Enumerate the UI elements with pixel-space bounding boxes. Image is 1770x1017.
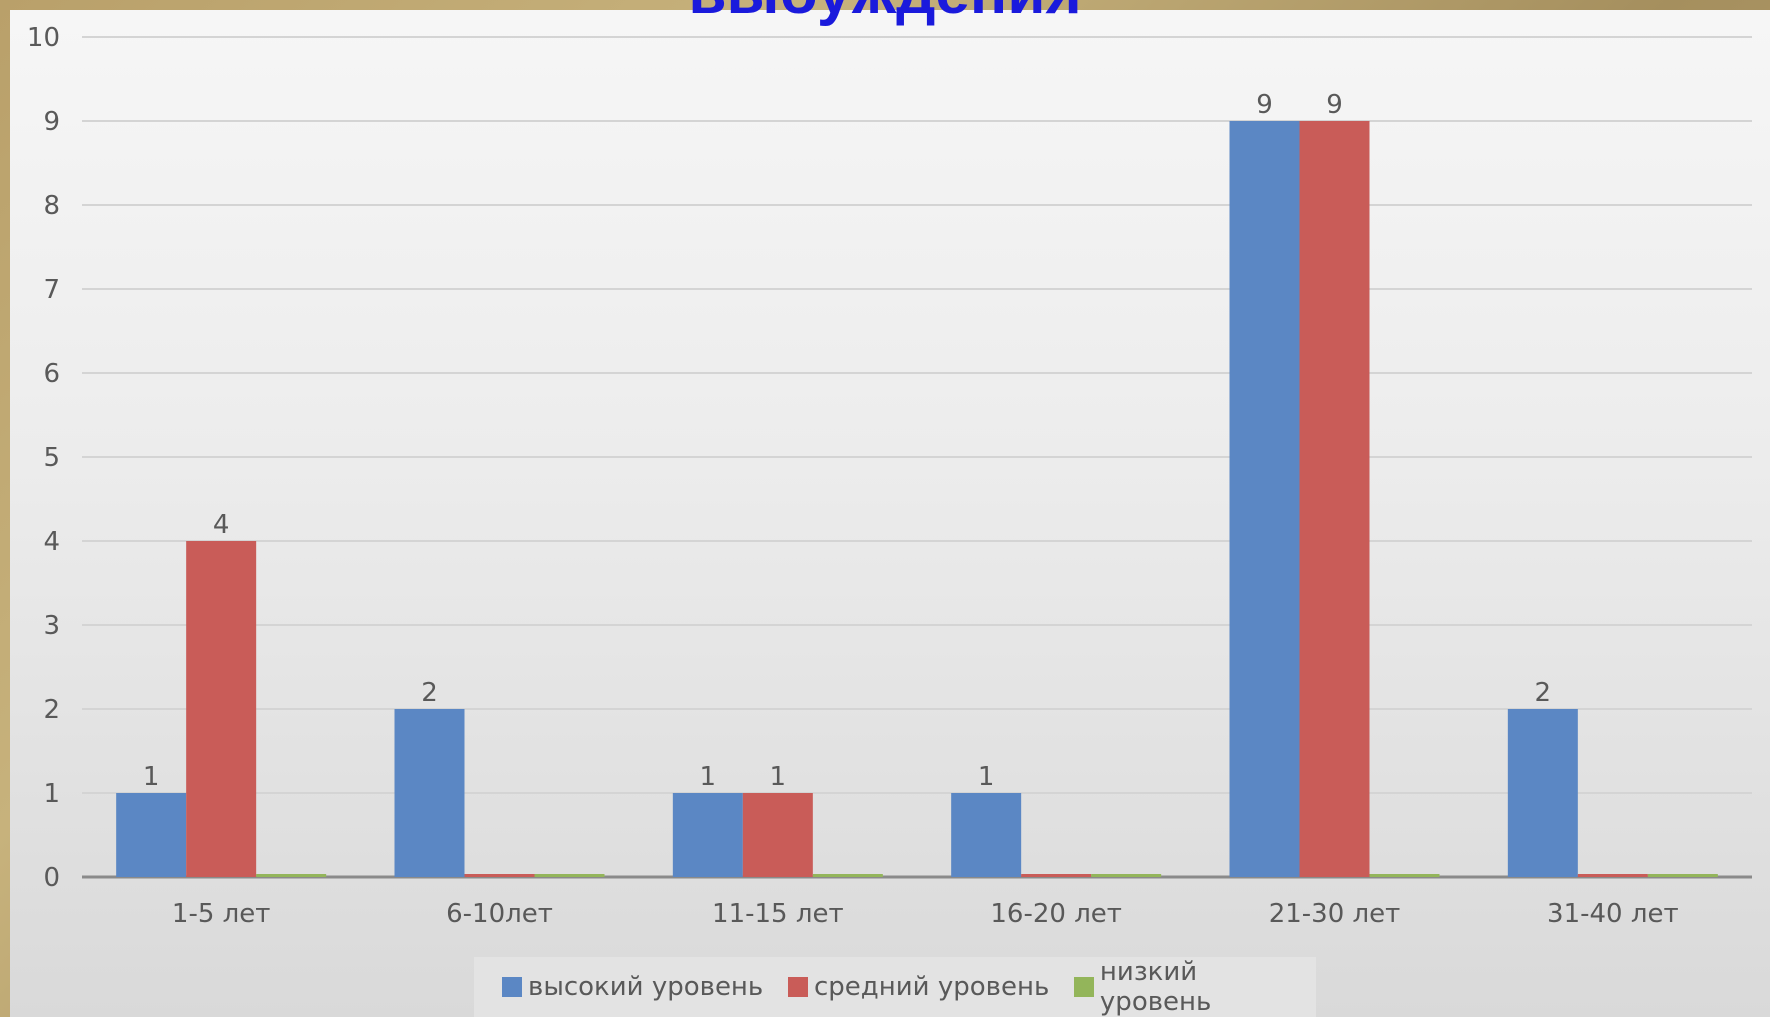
y-tick-label: 6 (43, 359, 60, 389)
x-axis-ticks: 1-5 лет 6-10лет 11-15 лет 16-20 лет 21-30 ле… (172, 899, 1679, 929)
bar-high[interactable] (116, 793, 187, 877)
y-tick-label: 2 (43, 695, 60, 725)
bar-medium[interactable] (742, 793, 813, 877)
legend-swatch-high (502, 977, 522, 997)
y-tick-label: 3 (43, 611, 60, 641)
bar-medium[interactable] (1577, 874, 1648, 877)
legend-label-low: низкий уровень (1099, 957, 1212, 1017)
legend-label-high: высокий уровень (528, 972, 764, 1002)
data-label: 2 (421, 678, 438, 708)
y-tick-label: 5 (43, 443, 60, 473)
y-tick-label: 4 (43, 527, 60, 557)
bar-high[interactable] (951, 793, 1022, 877)
bar-medium[interactable] (464, 874, 535, 877)
x-tick-label: 31-40 лет (1547, 899, 1679, 929)
legend-item-high[interactable]: высокий уровень (502, 957, 763, 1017)
bar-low[interactable] (812, 874, 883, 877)
y-tick-label: 8 (43, 191, 60, 221)
bar-low[interactable] (1091, 874, 1162, 877)
bar-low[interactable] (1369, 874, 1440, 877)
legend-swatch-medium (788, 977, 808, 997)
bars (116, 121, 1718, 877)
data-label: 2 (1535, 678, 1552, 708)
y-tick-label: 1 (43, 779, 60, 809)
data-label: 9 (1326, 90, 1343, 120)
data-label: 1 (978, 762, 995, 792)
data-label: 1 (770, 762, 787, 792)
data-label: 4 (213, 510, 230, 540)
bar-medium[interactable] (186, 541, 257, 877)
legend-label-medium: средний уровень (814, 972, 1050, 1002)
data-label: 9 (1256, 90, 1273, 120)
page-title: выбуждения (0, 0, 1770, 24)
x-tick-label: 16-20 лет (990, 899, 1122, 929)
x-tick-label: 1-5 лет (172, 899, 271, 929)
data-label: 1 (700, 762, 717, 792)
bar-high[interactable] (672, 793, 743, 877)
legend-swatch-low (1074, 977, 1094, 997)
legend-item-low[interactable]: низкий уровень (1074, 957, 1316, 1017)
x-tick-label: 11-15 лет (712, 899, 844, 929)
y-axis-ticks: 0 1 2 3 4 5 6 7 8 9 10 (27, 23, 60, 893)
chart-panel (10, 10, 1770, 1017)
bar-high[interactable] (1229, 121, 1300, 877)
grid-lines (82, 36, 1752, 879)
bar-low[interactable] (256, 874, 327, 877)
data-label: 1 (143, 762, 160, 792)
data-labels: 1 4 2 1 1 1 9 9 2 (143, 90, 1551, 792)
legend: высокий уровень средний уровень низкий у… (474, 957, 1316, 1017)
bar-medium[interactable] (1299, 121, 1370, 877)
x-tick-label: 21-30 лет (1269, 899, 1401, 929)
legend-item-medium[interactable]: средний уровень (788, 957, 1049, 1017)
y-tick-label: 10 (27, 23, 60, 53)
y-tick-label: 0 (43, 863, 60, 893)
bar-high[interactable] (394, 709, 465, 877)
bar-medium[interactable] (1021, 874, 1092, 877)
bar-low[interactable] (534, 874, 605, 877)
x-tick-label: 6-10лет (446, 899, 553, 929)
bar-high[interactable] (1507, 709, 1578, 877)
bar-low[interactable] (1647, 874, 1718, 877)
y-tick-label: 7 (43, 275, 60, 305)
y-tick-label: 9 (43, 107, 60, 137)
